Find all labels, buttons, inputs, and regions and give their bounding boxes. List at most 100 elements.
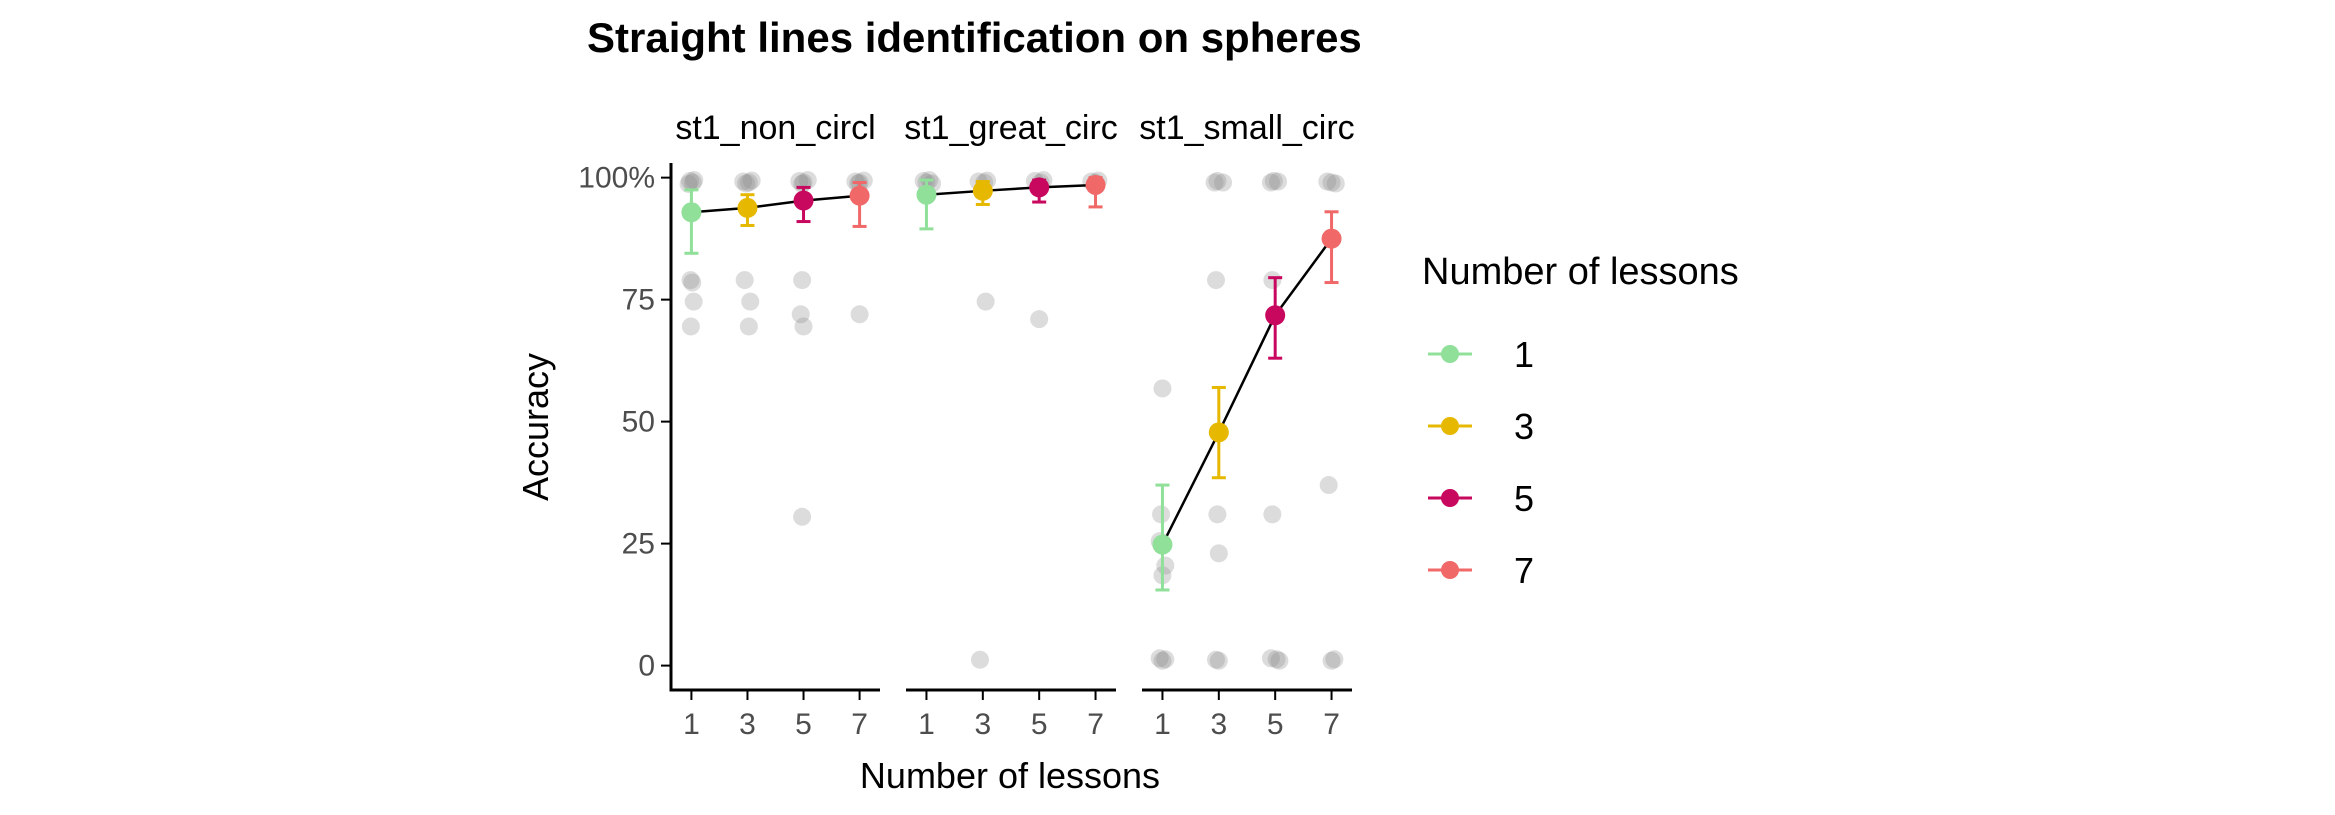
facet-panel: st1_small_circ 1 3 5 7: [1139, 109, 1354, 741]
legend-label: 5: [1514, 478, 1534, 519]
raw-point: [793, 507, 812, 526]
raw-point: [1326, 174, 1345, 193]
legend-entry: 1: [1428, 334, 1534, 375]
raw-point: [1263, 271, 1282, 290]
legend-key-point: [1441, 345, 1459, 363]
x-tick-label: 7: [1323, 708, 1340, 741]
raw-point: [1269, 172, 1287, 191]
raw-point: [737, 174, 756, 193]
raw-point: [735, 271, 754, 290]
raw-point: [1264, 172, 1283, 191]
y-tick-label: 75: [622, 284, 655, 317]
mean-point: [1321, 228, 1342, 249]
raw-point: [971, 650, 989, 669]
raw-point: [683, 273, 702, 292]
x-tick-label: 5: [795, 708, 812, 741]
x-tick-label: 1: [918, 708, 935, 741]
mean-point: [849, 185, 870, 206]
mean-line: [691, 194, 860, 214]
mean-point: [737, 197, 758, 218]
raw-point: [1322, 651, 1341, 670]
legend-entry: 7: [1428, 550, 1534, 591]
raw-point: [1153, 379, 1172, 398]
raw-point: [741, 292, 760, 311]
raw-point: [742, 171, 761, 190]
raw-point: [1156, 650, 1175, 669]
mean-point: [1029, 177, 1050, 198]
raw-point: [683, 173, 702, 192]
raw-point: [739, 317, 758, 336]
raw-point: [1156, 556, 1175, 575]
mean-point: [1152, 534, 1173, 555]
y-tick-label: 25: [622, 528, 655, 561]
x-tick-label: 1: [683, 708, 700, 741]
raw-point: [681, 172, 700, 191]
x-tick-label: 3: [739, 708, 756, 741]
raw-point: [1030, 310, 1049, 329]
raw-point: [1263, 505, 1282, 524]
mean-line: [1161, 237, 1333, 546]
raw-point: [685, 171, 704, 190]
raw-point: [1207, 271, 1225, 290]
mean-point: [916, 184, 937, 205]
raw-point: [793, 271, 812, 290]
x-axis-label: Number of lessons: [860, 755, 1160, 796]
mean-point: [1265, 305, 1286, 326]
facet-panel: st1_great_circ 1 3 5 7: [904, 109, 1118, 741]
raw-point: [1205, 173, 1224, 192]
mean-point: [1208, 422, 1229, 443]
x-tick-label: 3: [1210, 708, 1227, 741]
raw-point: [1261, 649, 1280, 668]
legend-label: 1: [1514, 334, 1534, 375]
raw-point: [790, 172, 809, 191]
facet-strip-label: st1_non_circl: [675, 109, 875, 147]
x-tick-label: 7: [851, 708, 868, 741]
raw-point: [1267, 650, 1286, 669]
legend-label: 7: [1514, 550, 1534, 591]
raw-point: [1325, 650, 1344, 669]
raw-point: [681, 317, 700, 336]
y-tick-label: 50: [622, 406, 655, 439]
mean-point: [1085, 174, 1106, 195]
facet-strip-label: st1_small_circ: [1139, 109, 1354, 147]
legend-key-point: [1441, 417, 1459, 435]
raw-point: [1270, 651, 1289, 670]
raw-point: [1261, 173, 1280, 192]
legend-entry: 5: [1428, 478, 1534, 519]
x-tick-label: 3: [974, 708, 991, 741]
raw-point: [1318, 172, 1337, 191]
raw-point: [798, 171, 817, 190]
x-tick-label: 7: [1087, 708, 1104, 741]
x-tick-label: 5: [1031, 708, 1048, 741]
raw-point: [1209, 651, 1228, 670]
mean-point: [793, 190, 814, 211]
x-tick-label: 1: [1154, 708, 1171, 741]
x-tick-label: 5: [1267, 708, 1284, 741]
raw-point: [734, 172, 753, 191]
raw-point: [1214, 173, 1233, 192]
chart-title: Straight lines identification on spheres: [587, 14, 1362, 61]
raw-point: [1207, 650, 1225, 669]
y-axis-label: Accuracy: [515, 353, 556, 501]
legend-label: 3: [1514, 406, 1534, 447]
mean-point: [972, 180, 993, 201]
mean-point: [681, 202, 702, 223]
raw-point: [976, 292, 995, 311]
raw-point: [794, 317, 813, 336]
raw-point: [791, 305, 810, 324]
y-tick-label: 0: [638, 650, 655, 683]
legend-entry: 3: [1428, 406, 1534, 447]
raw-point: [1322, 173, 1341, 192]
legend-key-point: [1441, 489, 1459, 507]
legend-key-point: [1441, 561, 1459, 579]
mean-line: [926, 183, 1096, 196]
raw-point: [850, 305, 869, 324]
raw-point: [739, 173, 758, 192]
raw-point: [681, 271, 700, 290]
raw-point: [1209, 544, 1228, 563]
legend-title: Number of lessons: [1422, 251, 1739, 293]
facet-strip-label: st1_great_circ: [904, 109, 1118, 147]
facet-panel: st1_non_circl 1 3 5 7 0 25 50 75 100%: [578, 109, 880, 741]
